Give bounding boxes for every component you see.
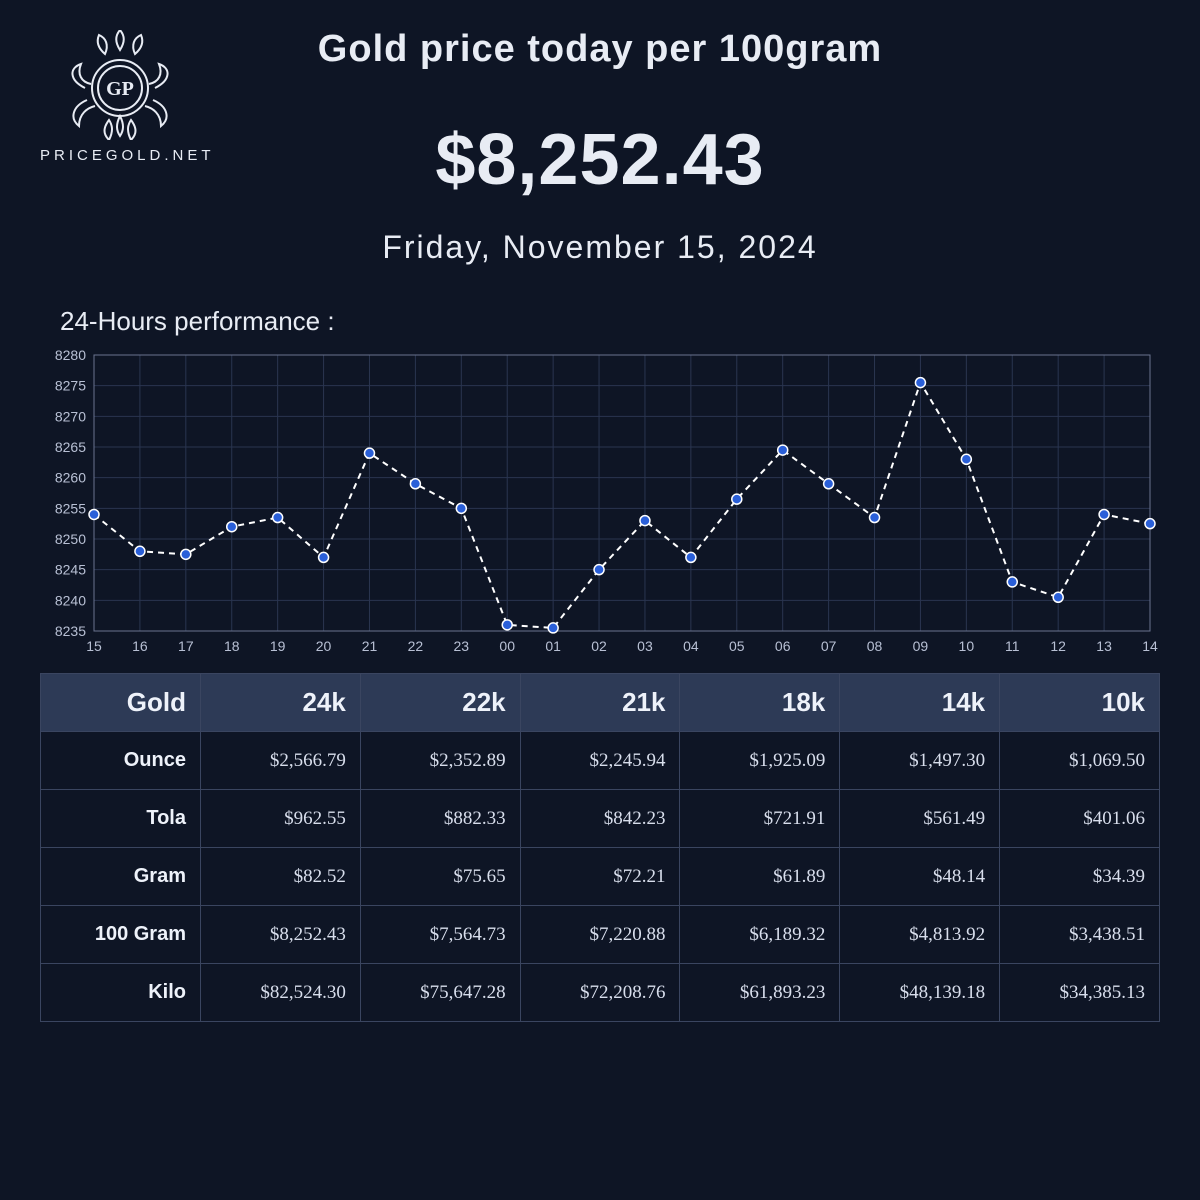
svg-text:8250: 8250 bbox=[55, 531, 86, 547]
table-cell: $1,069.50 bbox=[1000, 732, 1160, 790]
svg-text:23: 23 bbox=[454, 638, 470, 654]
svg-text:8265: 8265 bbox=[55, 439, 86, 455]
table-row: Ounce$2,566.79$2,352.89$2,245.94$1,925.0… bbox=[41, 732, 1160, 790]
svg-text:07: 07 bbox=[821, 638, 837, 654]
logo-emblem-icon: GP bbox=[55, 30, 185, 140]
brand-name: PRICEGOLD.NET bbox=[40, 147, 200, 164]
svg-text:21: 21 bbox=[362, 638, 378, 654]
svg-text:8245: 8245 bbox=[55, 562, 86, 578]
svg-text:03: 03 bbox=[637, 638, 653, 654]
table-row: Kilo$82,524.30$75,647.28$72,208.76$61,89… bbox=[41, 964, 1160, 1022]
table-col-header: 14k bbox=[840, 674, 1000, 732]
svg-text:11: 11 bbox=[1005, 638, 1020, 654]
table-cell: $7,220.88 bbox=[520, 906, 680, 964]
table-cell: $82.52 bbox=[201, 848, 361, 906]
table-cell: $4,813.92 bbox=[840, 906, 1000, 964]
logo-initials: GP bbox=[106, 78, 134, 100]
table-cell: $721.91 bbox=[680, 790, 840, 848]
chart-title: 24-Hours performance : bbox=[60, 306, 1160, 337]
table-cell: $34,385.13 bbox=[1000, 964, 1160, 1022]
table-cell: $2,352.89 bbox=[360, 732, 520, 790]
svg-text:10: 10 bbox=[959, 638, 975, 654]
svg-text:15: 15 bbox=[86, 638, 102, 654]
svg-text:20: 20 bbox=[316, 638, 332, 654]
table-col-header: 22k bbox=[360, 674, 520, 732]
brand-logo: GP PRICEGOLD.NET bbox=[40, 30, 200, 164]
table-row: Tola$962.55$882.33$842.23$721.91$561.49$… bbox=[41, 790, 1160, 848]
table-row-label: Gram bbox=[41, 848, 201, 906]
chart-section: 24-Hours performance : 82358240824582508… bbox=[40, 306, 1160, 655]
table-col-header: 10k bbox=[1000, 674, 1160, 732]
svg-text:08: 08 bbox=[867, 638, 883, 654]
svg-text:19: 19 bbox=[270, 638, 286, 654]
table-cell: $82,524.30 bbox=[201, 964, 361, 1022]
table-cell: $72.21 bbox=[520, 848, 680, 906]
svg-text:8255: 8255 bbox=[55, 500, 86, 516]
table-cell: $75.65 bbox=[360, 848, 520, 906]
table-cell: $3,438.51 bbox=[1000, 906, 1160, 964]
table-col-header: 18k bbox=[680, 674, 840, 732]
svg-text:04: 04 bbox=[683, 638, 699, 654]
table-cell: $2,245.94 bbox=[520, 732, 680, 790]
svg-text:8260: 8260 bbox=[55, 470, 86, 486]
svg-text:17: 17 bbox=[178, 638, 194, 654]
table-cell: $48,139.18 bbox=[840, 964, 1000, 1022]
table-cell: $34.39 bbox=[1000, 848, 1160, 906]
svg-text:16: 16 bbox=[132, 638, 148, 654]
table-cell: $962.55 bbox=[201, 790, 361, 848]
table-row-label: 100 Gram bbox=[41, 906, 201, 964]
svg-text:13: 13 bbox=[1096, 638, 1112, 654]
performance-chart: 8235 8240 8245 8250 8255 8260 8265 8270 8275 8280… bbox=[40, 345, 1160, 655]
svg-text:09: 09 bbox=[913, 638, 929, 654]
table-cell: $8,252.43 bbox=[201, 906, 361, 964]
svg-text:05: 05 bbox=[729, 638, 745, 654]
svg-text:12: 12 bbox=[1050, 638, 1066, 654]
table-row-label: Kilo bbox=[41, 964, 201, 1022]
price-table-section: Gold24k22k21k18k14k10k Ounce$2,566.79$2,… bbox=[40, 673, 1160, 1022]
table-cell: $75,647.28 bbox=[360, 964, 520, 1022]
table-row: Gram$82.52$75.65$72.21$61.89$48.14$34.39 bbox=[41, 848, 1160, 906]
table-cell: $48.14 bbox=[840, 848, 1000, 906]
svg-text:06: 06 bbox=[775, 638, 791, 654]
table-cell: $2,566.79 bbox=[201, 732, 361, 790]
table-cell: $7,564.73 bbox=[360, 906, 520, 964]
table-cell: $61,893.23 bbox=[680, 964, 840, 1022]
table-cell: $1,497.30 bbox=[840, 732, 1000, 790]
table-cell: $401.06 bbox=[1000, 790, 1160, 848]
price-date: Friday, November 15, 2024 bbox=[0, 229, 1200, 266]
svg-text:8240: 8240 bbox=[55, 592, 86, 608]
table-corner: Gold bbox=[41, 674, 201, 732]
table-cell: $561.49 bbox=[840, 790, 1000, 848]
svg-text:8270: 8270 bbox=[55, 408, 86, 424]
table-cell: $1,925.09 bbox=[680, 732, 840, 790]
table-cell: $6,189.32 bbox=[680, 906, 840, 964]
svg-text:8275: 8275 bbox=[55, 378, 86, 394]
svg-text:02: 02 bbox=[591, 638, 607, 654]
svg-text:8280: 8280 bbox=[55, 347, 86, 363]
table-cell: $842.23 bbox=[520, 790, 680, 848]
svg-text:01: 01 bbox=[545, 638, 561, 654]
svg-text:8235: 8235 bbox=[55, 623, 86, 639]
table-cell: $61.89 bbox=[680, 848, 840, 906]
table-cell: $882.33 bbox=[360, 790, 520, 848]
table-row-label: Ounce bbox=[41, 732, 201, 790]
table-cell: $72,208.76 bbox=[520, 964, 680, 1022]
table-col-header: 24k bbox=[201, 674, 361, 732]
table-row: 100 Gram$8,252.43$7,564.73$7,220.88$6,18… bbox=[41, 906, 1160, 964]
svg-text:00: 00 bbox=[499, 638, 515, 654]
table-col-header: 21k bbox=[520, 674, 680, 732]
svg-text:22: 22 bbox=[408, 638, 424, 654]
svg-text:14: 14 bbox=[1142, 638, 1158, 654]
svg-text:18: 18 bbox=[224, 638, 240, 654]
table-row-label: Tola bbox=[41, 790, 201, 848]
price-table: Gold24k22k21k18k14k10k Ounce$2,566.79$2,… bbox=[40, 673, 1160, 1022]
